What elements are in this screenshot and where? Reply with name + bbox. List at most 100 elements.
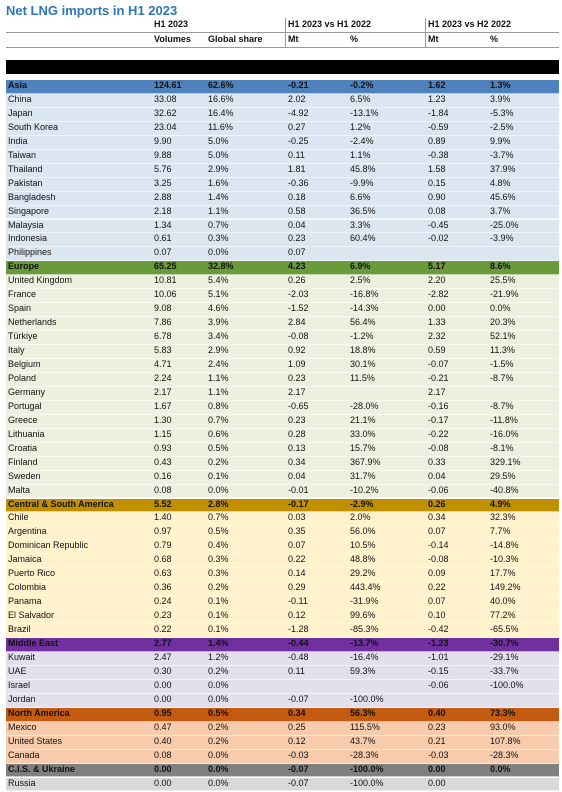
data-row: Poland 2.24 1.1% 0.23 11.5% -0.21 -8.7%	[6, 372, 559, 387]
cell: 329.1%	[490, 456, 521, 467]
cell: 4.23	[288, 261, 306, 272]
cell: 0.0%	[208, 693, 229, 704]
cell: 0.07	[288, 247, 306, 258]
cell: 0.22	[288, 554, 306, 565]
data-row: Sweden 0.16 0.1% 0.04 31.7% 0.04 29.5%	[6, 470, 559, 485]
cell: 0.09	[428, 568, 446, 579]
cell: 23.04	[154, 121, 177, 132]
cell: Puerto Rico	[8, 568, 56, 579]
cell: United Kingdom	[8, 275, 73, 286]
cell: -0.14	[428, 540, 449, 551]
cell: -0.25	[288, 135, 309, 146]
group-row: Europe 65.25 32.8% 4.23 6.9% 5.17 8.6%	[6, 261, 559, 276]
cell: 0.14	[288, 568, 306, 579]
cell: 10.06	[154, 289, 177, 300]
cell: 7.86	[154, 317, 172, 328]
cell: 0.1%	[208, 610, 229, 621]
cell: Global share	[208, 34, 263, 44]
cell: 56.0%	[350, 526, 376, 537]
cell: Finland	[8, 456, 38, 467]
cell: Belgium	[8, 359, 41, 369]
cell: -16.4%	[350, 651, 379, 662]
cell: -2.03	[288, 289, 309, 300]
data-row: Spain 9.08 4.6% -1.52 -14.3% 0.00 0.0%	[6, 303, 559, 318]
cell: 3.9%	[490, 93, 511, 104]
cell: 0.59	[428, 345, 446, 356]
data-row: Argentina 0.97 0.5% 0.35 56.0% 0.07 7.7%	[6, 526, 559, 541]
cell: 5.4%	[208, 275, 229, 286]
cell: 1.4%	[208, 638, 229, 648]
cell: 11.5%	[350, 372, 375, 383]
cell: Israel	[8, 679, 31, 690]
cell: 6.78	[154, 331, 172, 342]
cell: Germany	[8, 386, 46, 397]
cell: 115.5%	[350, 721, 380, 732]
cell: 31.7%	[350, 470, 376, 481]
cell: 1.09	[288, 359, 306, 369]
cell: 0.40	[428, 707, 446, 718]
cell: -0.17	[288, 498, 309, 509]
cell: 1.23	[428, 93, 446, 104]
cell: Malaysia	[8, 219, 44, 230]
cell: 0.08	[154, 484, 172, 495]
cell: 9.88	[154, 149, 172, 160]
cell: -0.08	[288, 331, 309, 342]
cell: 0.27	[288, 121, 306, 132]
cell: 1.34	[154, 219, 172, 230]
cell: 0.12	[288, 735, 306, 746]
cell: 2.84	[288, 317, 306, 328]
cell: 6.5%	[350, 93, 371, 104]
cell: 2.17	[154, 386, 172, 397]
header-band	[6, 60, 559, 74]
cell: -28.3%	[490, 749, 519, 760]
cell: -0.44	[288, 638, 309, 648]
cell: 0.58	[288, 205, 306, 216]
cell: -9.9%	[350, 177, 374, 188]
group-row: Asia 124.61 62.6% -0.21 -0.2% 1.62 1.3%	[6, 80, 559, 94]
cell: 1.33	[428, 317, 446, 328]
cell: 29.5%	[490, 470, 516, 481]
cell: North America	[8, 707, 70, 718]
cell: 9.08	[154, 303, 172, 314]
cell: 0.16	[154, 470, 172, 481]
cell: Mt	[428, 34, 439, 44]
cell: %	[350, 34, 359, 44]
cell: Jordan	[8, 693, 36, 704]
cell: 0.04	[428, 470, 446, 481]
cell: H1 2023	[154, 19, 189, 29]
data-row: Finland 0.43 0.2% 0.34 367.9% 0.33 329.1%	[6, 456, 559, 471]
data-row: Chile 1.40 0.7% 0.03 2.0% 0.34 32.3%	[6, 512, 559, 527]
cell: -2.5%	[490, 121, 514, 132]
cell: 1.4%	[208, 191, 229, 202]
cell: 5.83	[154, 345, 172, 356]
cell: 73.3%	[490, 707, 516, 718]
cell: -100.0%	[350, 693, 384, 704]
cell: 5.0%	[208, 149, 229, 160]
title: Net LNG imports in H1 2023	[6, 3, 178, 18]
cell: -10.2%	[350, 484, 379, 495]
cell: -0.45	[428, 219, 449, 230]
cell: China	[8, 93, 32, 104]
cell: 99.6%	[350, 610, 376, 621]
cell: 45.8%	[350, 163, 376, 174]
cell: 0.92	[288, 345, 306, 356]
cell: 0.3%	[208, 568, 229, 579]
cell: -0.42	[428, 624, 449, 635]
cell: -1.28	[288, 624, 309, 635]
data-row: Germany 2.17 1.1% 2.17 2.17	[6, 386, 559, 401]
cell: 0.26	[428, 498, 446, 509]
data-row: South Korea 23.04 11.6% 0.27 1.2% -0.59 -2.5%	[6, 121, 559, 136]
cell: Taiwan	[8, 149, 37, 160]
cell: -8.7%	[490, 372, 514, 383]
cell: 2.24	[154, 372, 172, 383]
header-row: H1 2023 H1 2023 vs H1 2022 H1 2023 vs H2 2…	[6, 19, 559, 33]
cell: 45.6%	[490, 191, 516, 202]
cell: 0.35	[288, 526, 306, 537]
cell: 2.17	[428, 386, 446, 397]
cell: 15.7%	[350, 442, 376, 453]
cell: 77.2%	[490, 610, 516, 621]
cell: 0.00	[154, 777, 172, 788]
cell: 0.5%	[208, 526, 229, 537]
cell: 0.04	[288, 219, 306, 230]
cell: 1.3%	[490, 80, 511, 90]
